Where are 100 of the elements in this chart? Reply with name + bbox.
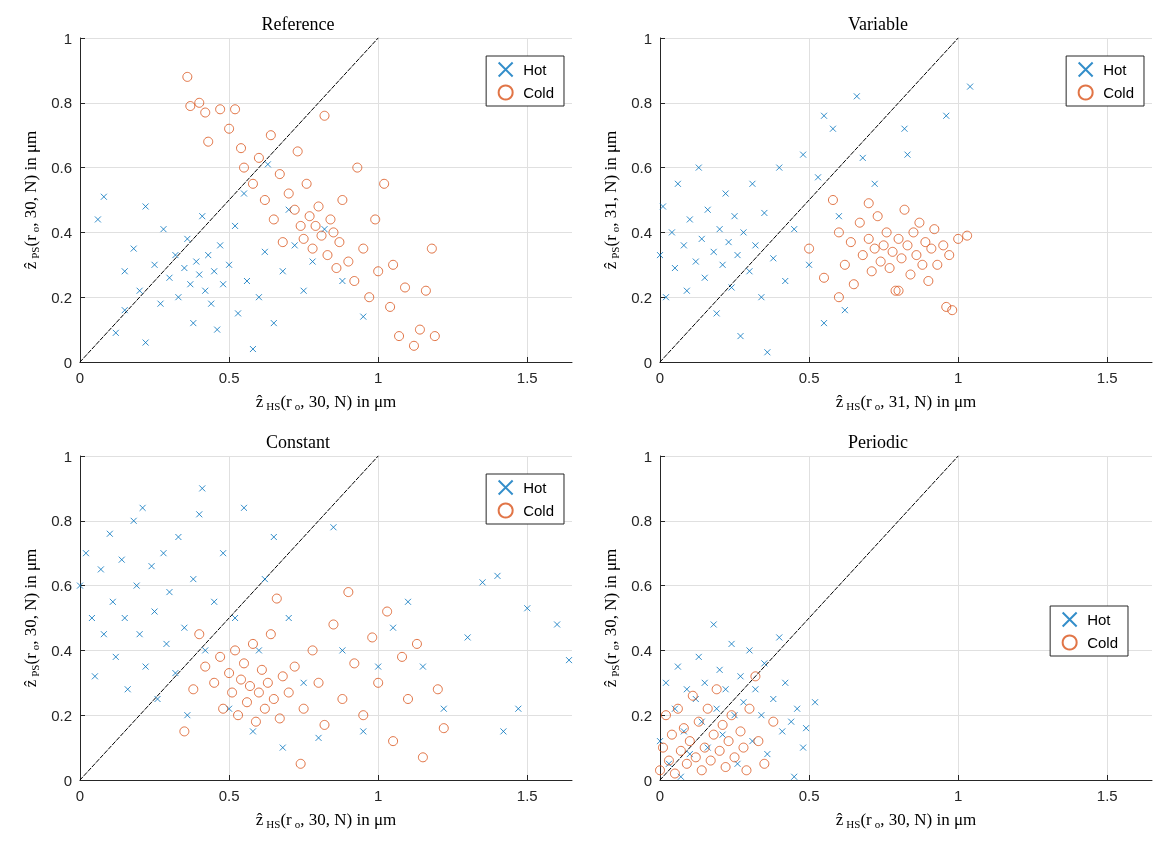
y-tick-label: 1 (643, 447, 652, 465)
point (370, 214, 381, 225)
point (329, 523, 337, 531)
point (307, 645, 318, 656)
point (699, 742, 710, 753)
point (908, 227, 919, 238)
point (157, 300, 165, 308)
point (109, 598, 117, 606)
point (704, 744, 712, 752)
y-tick-label: 0.6 (51, 159, 72, 177)
point (923, 276, 934, 286)
point (759, 758, 770, 769)
point (142, 339, 150, 347)
point (259, 703, 270, 714)
point (151, 261, 159, 269)
point (683, 287, 691, 295)
point (833, 227, 844, 238)
point (775, 164, 783, 172)
point (660, 710, 671, 721)
point (769, 695, 777, 703)
point (182, 71, 193, 82)
point (224, 123, 235, 134)
point (265, 130, 276, 141)
point (328, 619, 339, 630)
point (720, 762, 731, 773)
point (236, 674, 247, 685)
y-tick-label: 0 (63, 353, 72, 371)
point (298, 703, 309, 714)
point (231, 222, 239, 230)
point (343, 256, 354, 267)
point (669, 768, 680, 779)
y-tick-label: 0.2 (631, 706, 652, 724)
y-tick-label: 0.4 (51, 223, 72, 241)
point (250, 716, 261, 727)
point (388, 259, 399, 270)
point (716, 666, 724, 674)
point (247, 178, 258, 189)
point (962, 230, 973, 241)
x-tick-label: 1.5 (516, 787, 538, 804)
point (899, 204, 910, 215)
point (183, 235, 191, 243)
point (180, 624, 188, 632)
point (271, 593, 282, 604)
point (400, 282, 411, 293)
point (710, 248, 718, 256)
point (768, 716, 779, 727)
point (274, 169, 285, 180)
point (738, 742, 749, 753)
y-tick-label: 1 (63, 29, 72, 47)
point (827, 195, 838, 205)
point (763, 348, 771, 356)
point (710, 620, 718, 628)
point (298, 233, 309, 244)
point (247, 638, 258, 649)
point (76, 582, 84, 590)
point (926, 243, 937, 254)
point (310, 220, 321, 231)
point (819, 272, 829, 283)
point (142, 202, 150, 210)
point (198, 484, 206, 492)
point (304, 211, 315, 222)
point (553, 620, 561, 628)
point (183, 711, 191, 719)
point (124, 685, 132, 693)
point (295, 758, 306, 769)
point (902, 240, 913, 251)
point (725, 238, 733, 246)
point (209, 677, 220, 688)
point (753, 736, 764, 747)
x-tick-label: 0.5 (798, 369, 820, 386)
point (717, 719, 728, 730)
point (133, 582, 141, 590)
point (241, 697, 252, 708)
point (142, 663, 150, 671)
point (179, 726, 190, 737)
point (659, 202, 667, 210)
point (200, 107, 211, 118)
point (373, 266, 384, 277)
point (440, 705, 448, 713)
point (165, 588, 173, 596)
point (277, 671, 288, 682)
point (901, 125, 909, 133)
point (224, 668, 235, 679)
point (845, 237, 856, 248)
point (307, 243, 318, 254)
legend-label: Hot (1087, 611, 1112, 628)
point (711, 684, 722, 695)
point (338, 646, 346, 654)
point (723, 736, 734, 747)
point (301, 178, 312, 189)
point (404, 598, 412, 606)
point (790, 773, 798, 781)
point (731, 711, 739, 719)
point (270, 319, 278, 327)
point (300, 287, 308, 295)
point (757, 293, 765, 301)
point (367, 632, 378, 643)
point (201, 646, 209, 654)
point (668, 228, 676, 236)
point (337, 195, 348, 205)
